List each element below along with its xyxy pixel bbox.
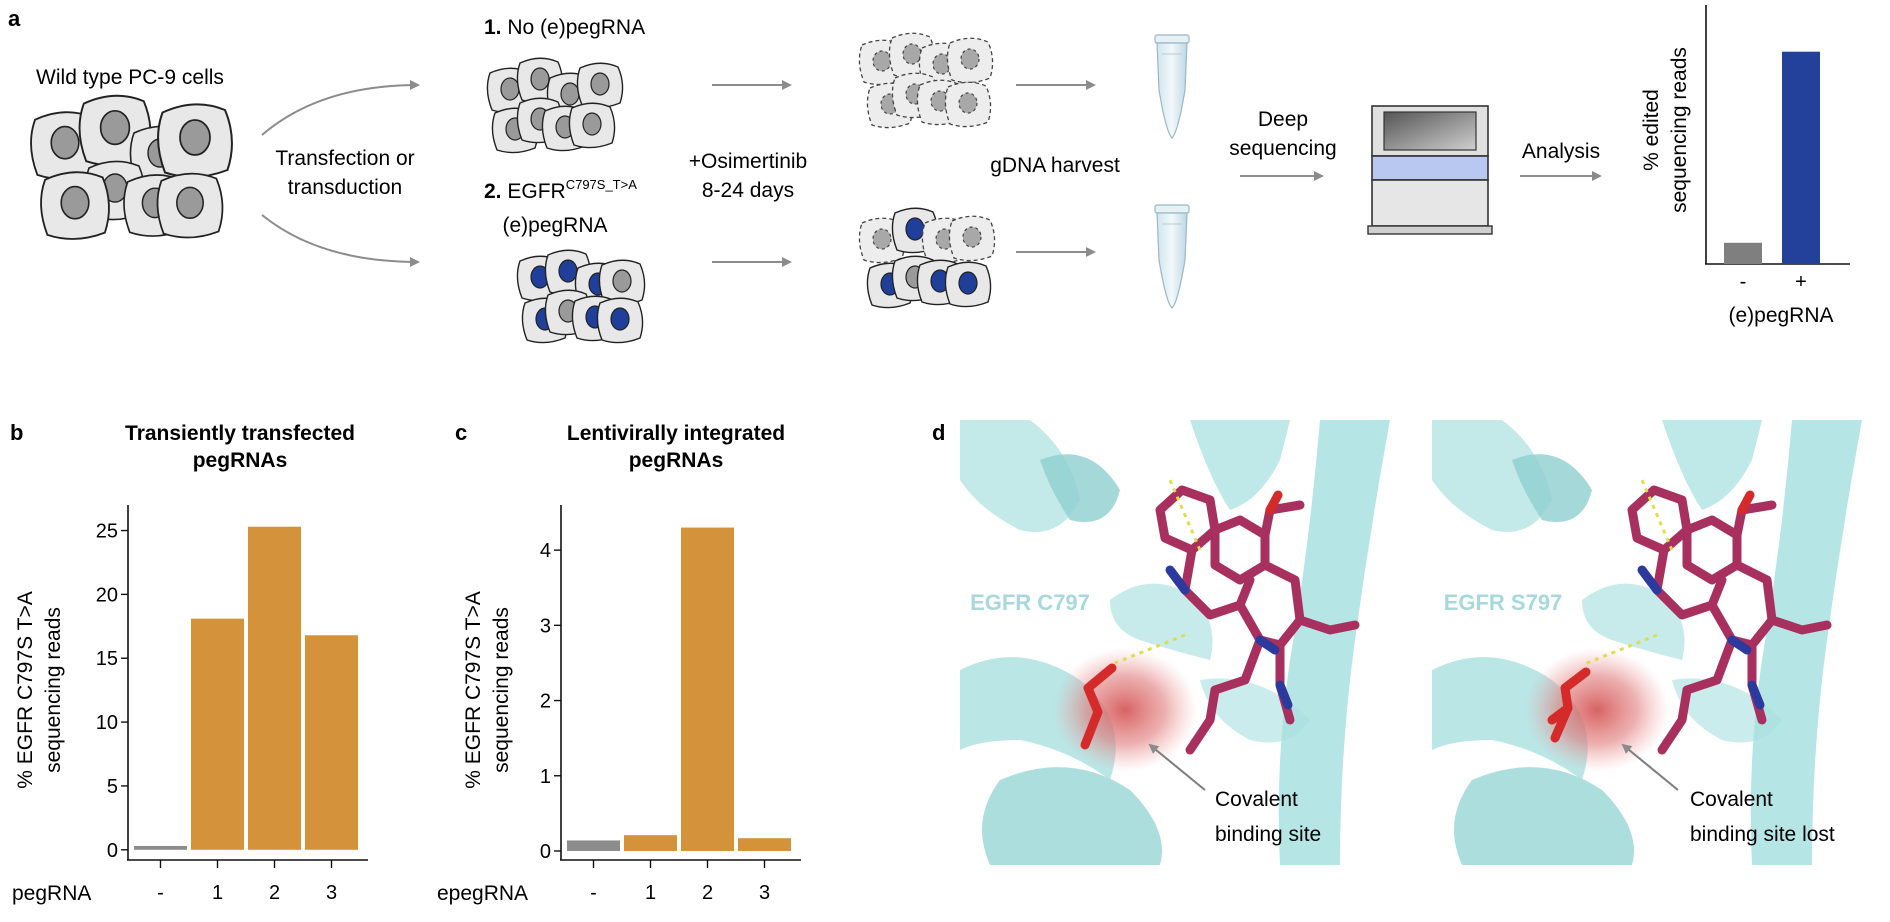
chart-b-bar-3 <box>305 635 358 850</box>
panel-a: a Wild type PC-9 cells Transfection or t… <box>8 5 1850 344</box>
deep-sequencing-line1: Deep <box>1258 108 1308 131</box>
condition-1-text: No (e)pegRNA <box>507 16 645 39</box>
chart-b-xlabel: pegRNA <box>12 882 91 905</box>
wild-type-cell-cluster <box>30 94 233 240</box>
tube-icon <box>1154 204 1190 309</box>
chart-a-xlabel: (e)pegRNA <box>1728 304 1833 327</box>
chart-c-category-label: 3 <box>759 882 770 904</box>
arrow-binding-site <box>1148 743 1206 791</box>
chart-c-bar-1 <box>624 835 677 851</box>
chart-a-ylabel-line2: sequencing reads <box>1668 47 1691 213</box>
chart-b-title-line1: Transiently transfected <box>125 422 355 445</box>
chart-a-ylabel-line1: % edited <box>1640 89 1663 171</box>
chart-c-bar-2 <box>681 527 734 851</box>
chart-b-ylabel-line1: % EGFR C797S T>A <box>14 591 37 788</box>
arrow-to-condition-1 <box>261 80 420 136</box>
residue-label-c797: EGFR C797 <box>970 590 1090 615</box>
arrow-binding-site-lost <box>1621 743 1679 791</box>
analysis-label: Analysis <box>1522 140 1600 163</box>
transfection-label-line1: Transfection or <box>275 147 414 170</box>
chart-b-category-label: 1 <box>212 882 223 904</box>
chart-c-ylabel-line2: sequencing reads <box>490 607 513 773</box>
wild-type-label: Wild type PC-9 cells <box>36 66 224 89</box>
dead-cell-cluster <box>858 32 994 129</box>
chart-c-xlabel: epegRNA <box>437 882 528 905</box>
panel-c-label: c <box>455 420 467 445</box>
chart-b-category-label: - <box>157 882 164 904</box>
osimertinib-line2: 8-24 days <box>702 179 794 202</box>
chart-c-y-tick-label: 0 <box>540 841 551 863</box>
panel-c-chart: c Lentivirally integrated pegRNAs % EGFR… <box>437 420 801 905</box>
caption-left-line2: binding site <box>1215 823 1321 846</box>
chart-c-bar-3 <box>738 838 791 851</box>
chart-c-y-tick-label: 1 <box>540 766 551 788</box>
transfection-label-line2: transduction <box>288 176 402 199</box>
chart-b-y-tick-label: 5 <box>107 776 118 798</box>
caption-left-line1: Covalent <box>1215 788 1298 811</box>
chart-b-category-label: 2 <box>269 882 280 904</box>
chart-b-bar-1 <box>191 618 244 850</box>
condition-2-cell-cluster <box>516 249 646 344</box>
tube-icon <box>1154 34 1190 139</box>
deep-sequencing-line2: sequencing <box>1229 137 1336 160</box>
arrow-to-condition-2 <box>261 214 420 267</box>
chart-b-y-tick-label: 20 <box>96 584 118 606</box>
condition-1-cell-cluster <box>486 57 624 154</box>
structure-c797 <box>960 420 1408 865</box>
osimertinib-line1: +Osimertinib <box>689 150 807 173</box>
caption-right-line2: binding site lost <box>1690 823 1835 846</box>
condition-2-number: 2. <box>484 180 502 203</box>
chart-b-y-tick-label: 0 <box>107 840 118 862</box>
condition-2-line2: (e)pegRNA <box>502 214 607 237</box>
chart-c-y-tick-label: 4 <box>540 540 551 562</box>
chart-c-category-label: - <box>590 882 597 904</box>
chart-a-category-label: + <box>1795 271 1807 293</box>
chart-a-bar-0 <box>1724 242 1762 264</box>
chart-c-y-tick-label: 3 <box>540 615 551 637</box>
chart-b-y-tick-label: 10 <box>96 712 118 734</box>
chart-b-y-tick-label: 25 <box>96 521 118 543</box>
chart-b-category-label: 3 <box>326 882 337 904</box>
chart-a-bar-1 <box>1782 51 1820 264</box>
chart-b-bar-2 <box>248 526 301 850</box>
condition-1-number: 1. <box>484 16 502 39</box>
caption-right-line1: Covalent <box>1690 788 1773 811</box>
chart-c-title-line1: Lentivirally integrated <box>567 422 785 445</box>
residue-label-s797: EGFR S797 <box>1444 590 1563 615</box>
condition-2-gene: EGFR <box>507 180 565 203</box>
chart-a-edited-reads: % edited sequencing reads (e)pegRNA - + <box>1640 5 1850 327</box>
structure-s797 <box>1432 420 1880 865</box>
chart-b-title-line2: pegRNAs <box>193 449 288 472</box>
sequencer-icon <box>1367 105 1493 235</box>
chart-c-ylabel-line1: % EGFR C797S T>A <box>462 591 485 788</box>
chart-a-category-label: - <box>1740 271 1747 293</box>
resistant-cell-cluster <box>858 207 996 309</box>
chart-c-category-label: 2 <box>702 882 713 904</box>
chart-b-y-tick-label: 15 <box>96 648 118 670</box>
chart-c-y-tick-label: 2 <box>540 691 551 713</box>
panel-d: d <box>932 420 1880 865</box>
cysteine-residue-c797 <box>1080 663 1117 750</box>
condition-1-label: 1. No (e)pegRNA <box>484 16 645 39</box>
gdna-harvest-label: gDNA harvest <box>990 154 1120 177</box>
condition-2-label: 2. EGFRC797S_T>A <box>484 177 637 203</box>
panel-b-chart: b Transiently transfected pegRNAs % EGFR… <box>10 420 368 905</box>
chart-c-bar-0 <box>567 840 620 851</box>
panel-a-label: a <box>8 6 21 31</box>
chart-c-category-label: 1 <box>645 882 656 904</box>
chart-c-title-line2: pegRNAs <box>629 449 724 472</box>
condition-2-superscript: C797S_T>A <box>566 177 638 192</box>
chart-b-bar-0 <box>134 845 187 850</box>
serine-residue-s797 <box>1547 667 1591 743</box>
panel-d-label: d <box>932 420 945 445</box>
panel-b-label: b <box>10 420 23 445</box>
chart-b-ylabel-line2: sequencing reads <box>42 607 65 773</box>
